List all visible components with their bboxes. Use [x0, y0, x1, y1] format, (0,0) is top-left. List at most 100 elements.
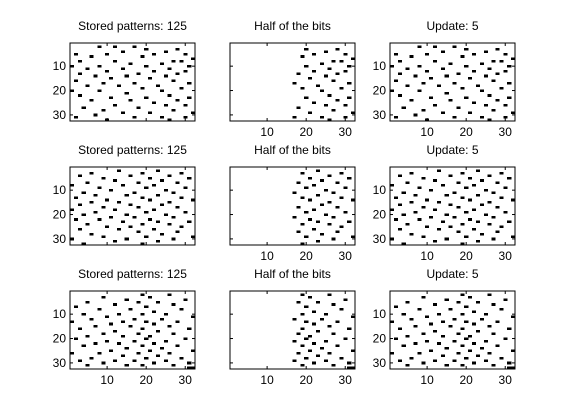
heatmap-cell	[183, 103, 188, 107]
heatmap-cell	[511, 198, 516, 202]
heatmap-cell	[319, 232, 324, 236]
heatmap-cell	[468, 111, 473, 114]
heatmap-cell	[460, 364, 465, 367]
heatmap-cell	[167, 325, 172, 328]
heatmap-cell	[491, 79, 496, 83]
y-tick-label: 10	[373, 59, 387, 73]
heatmap-cell	[323, 50, 328, 53]
heatmap-cell	[120, 320, 125, 323]
heatmap-cell	[175, 344, 180, 348]
heatmap-cell	[89, 317, 94, 321]
heatmap-cell	[187, 176, 192, 180]
heatmap-cell	[312, 342, 317, 345]
subplot-1-2: 10 20 30 Half of the bits	[229, 19, 356, 139]
x-tick-label: 10	[100, 373, 114, 387]
heatmap-cell	[495, 47, 500, 51]
heatmap-cell	[436, 312, 441, 316]
heatmap-cell	[300, 86, 305, 90]
heatmap-cell	[432, 45, 438, 49]
heatmap-cell	[323, 74, 328, 78]
heatmap-cell	[475, 330, 480, 333]
heatmap-cell	[81, 242, 86, 246]
heatmap-cell	[452, 215, 457, 219]
heatmap-cell	[327, 325, 332, 328]
heatmap-cell	[339, 196, 344, 199]
heatmap-cell	[397, 60, 402, 63]
heatmap-cell	[331, 215, 336, 219]
y-tick-label: 20	[373, 208, 387, 222]
heatmap-cell	[432, 179, 438, 182]
heatmap-cell	[191, 111, 196, 114]
heatmap-cell	[109, 349, 114, 353]
heatmap-cell	[109, 322, 114, 326]
heatmap-cell	[456, 351, 461, 355]
heatmap-cell	[464, 47, 469, 51]
heatmap-cell	[347, 176, 352, 180]
heatmap-cell	[140, 293, 145, 297]
axes-background	[230, 167, 355, 245]
heatmap-cell	[152, 361, 157, 365]
heatmap-cell	[331, 303, 336, 306]
heatmap-cell	[93, 342, 98, 345]
heatmap-cell	[152, 310, 157, 314]
heatmap-cell	[436, 201, 441, 204]
heatmap-cell	[487, 201, 492, 204]
heatmap-cell	[308, 198, 313, 202]
heatmap-cell	[479, 232, 484, 236]
heatmap-cell	[347, 327, 352, 331]
heatmap-cell	[452, 116, 457, 119]
heatmap-cell	[335, 230, 340, 233]
x-tick-label: 20	[459, 125, 473, 139]
heatmap-cell	[487, 94, 492, 97]
heatmap-cell	[101, 176, 106, 180]
heatmap-cell	[479, 89, 484, 92]
heatmap-cell	[152, 208, 157, 212]
subplot-title: Stored patterns: 125	[78, 143, 187, 157]
heatmap-cell	[163, 188, 168, 192]
heatmap-cell	[159, 62, 164, 66]
heatmap-cell	[491, 237, 496, 241]
heatmap-cell	[495, 181, 500, 185]
heatmap-cell	[487, 293, 492, 297]
heatmap-cell	[171, 215, 176, 219]
heatmap-cell	[347, 82, 352, 85]
heatmap-cell	[464, 235, 469, 238]
heatmap-cell	[339, 86, 344, 90]
heatmap-cell	[491, 60, 496, 63]
heatmap-cell	[448, 203, 453, 207]
heatmap-cell	[167, 118, 172, 122]
x-tick-label: 30	[499, 373, 513, 387]
heatmap-cell	[432, 330, 438, 333]
heatmap-cell	[152, 101, 157, 105]
heatmap-cell	[479, 317, 484, 321]
heatmap-cell	[85, 300, 90, 304]
heatmap-cell	[444, 74, 449, 78]
heatmap-cell	[183, 69, 188, 73]
heatmap-cell	[120, 67, 125, 70]
heatmap-cell	[120, 184, 125, 187]
subplot-3-2: 10 20 30 Half of the bits	[229, 267, 356, 387]
heatmap-cell	[401, 191, 406, 194]
heatmap-cell	[155, 84, 160, 88]
heatmap-cell	[487, 67, 492, 70]
heatmap-cell	[448, 62, 453, 66]
axes-frame	[69, 42, 196, 122]
heatmap-cell	[171, 237, 176, 241]
heatmap-cell	[89, 232, 94, 236]
heatmap-cell	[351, 349, 356, 353]
heatmap-cell	[468, 218, 473, 221]
heatmap-cell	[163, 359, 168, 362]
heatmap-cell	[432, 303, 438, 306]
heatmap-cell	[460, 196, 465, 199]
heatmap-cell	[327, 67, 332, 70]
heatmap-cell	[163, 213, 168, 216]
heatmap-cell	[175, 99, 180, 102]
heatmap-cell	[85, 181, 90, 185]
heatmap-cell	[300, 242, 305, 246]
heatmap-cell	[296, 300, 301, 304]
heatmap-cell	[97, 89, 102, 92]
heatmap-cell	[421, 361, 426, 365]
heatmap-cell	[491, 303, 496, 306]
x-tick-label: 10	[420, 373, 434, 387]
heatmap-cell	[347, 64, 352, 68]
